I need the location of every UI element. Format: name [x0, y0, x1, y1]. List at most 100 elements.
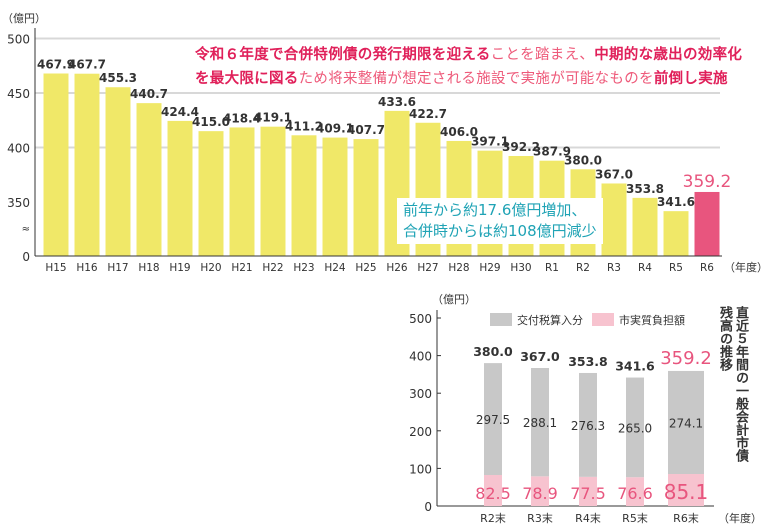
data-label: 380.0 — [564, 153, 602, 167]
x-tick-label: H25 — [355, 262, 376, 274]
x-tick-label: H19 — [169, 262, 190, 274]
segment-label: 78.9 — [522, 484, 558, 503]
x-tick-label: R5 — [669, 262, 683, 274]
bar-segment-burden — [531, 476, 549, 506]
x-tick-label: H24 — [324, 262, 346, 274]
side-title: 直近５年間の一般会計市債残高の推移 — [717, 306, 748, 462]
bar-H22 — [260, 126, 286, 256]
data-label: 424.4 — [161, 105, 199, 119]
bar-H25 — [353, 139, 379, 256]
bar-segment-tax — [626, 377, 644, 478]
bar-H17 — [105, 87, 131, 257]
data-label: 407.7 — [347, 123, 385, 137]
x-tick-label: R3末 — [527, 511, 553, 525]
headline-line2: を最大限に図るため将来整備が想定される施設で実施が可能なものを前倒し実施 — [195, 67, 728, 88]
bar-segment-tax — [531, 368, 549, 477]
x-tick-label: H20 — [200, 262, 221, 274]
axis-break-icon: ≈ — [22, 224, 30, 235]
data-label: 367.0 — [595, 167, 633, 181]
legend-label: 市実質負担額 — [619, 313, 685, 327]
bar-H16 — [74, 73, 100, 256]
x-tick-label: H27 — [417, 262, 438, 274]
y-tick-label: 350 — [7, 196, 30, 210]
legend-swatch — [592, 313, 614, 326]
bar-segment-burden — [626, 477, 644, 506]
x-tick-label: H17 — [107, 262, 128, 274]
total-label: 359.2 — [660, 348, 712, 369]
note-line2: 合併時からは約108億円減少 — [403, 222, 597, 240]
y-tick-label: 450 — [7, 87, 30, 101]
data-label: 406.0 — [440, 125, 478, 139]
data-label: 359.2 — [683, 172, 732, 192]
data-label: 418.4 — [223, 111, 261, 125]
x-tick-label: H30 — [510, 262, 531, 274]
y-tick-label: 0 — [22, 250, 30, 264]
bar-segment-burden — [579, 476, 597, 506]
headline-segment: 前倒し実施 — [653, 71, 728, 87]
bar-H19 — [167, 120, 193, 257]
data-label: 467.7 — [68, 58, 106, 72]
bar-segment-tax — [668, 370, 704, 475]
segment-label: 297.5 — [476, 413, 510, 427]
data-label: 397.1 — [471, 135, 509, 149]
headline-segment: を最大限に図る — [195, 71, 299, 87]
data-label: 467.9 — [37, 57, 75, 71]
bar-H23 — [291, 135, 317, 256]
x-tick-label: H22 — [262, 262, 283, 274]
y-axis-unit: （億円） — [432, 293, 476, 306]
y-tick-label: 500 — [409, 312, 432, 326]
bar-H15 — [43, 73, 69, 256]
bar-R4 — [632, 197, 658, 256]
y-tick-label: 500 — [7, 33, 30, 47]
x-tick-label: H18 — [138, 262, 159, 274]
y-tick-label: 200 — [409, 425, 432, 439]
data-label: 411.2 — [285, 119, 323, 133]
data-label: 415.0 — [192, 115, 230, 129]
x-tick-label: R2 — [576, 262, 590, 274]
x-tick-label: R3 — [607, 262, 621, 274]
headline-segment: ことを踏まえ、 — [490, 47, 595, 63]
x-axis-unit: （年度） — [718, 511, 762, 525]
x-tick-label: R4末 — [575, 511, 601, 525]
x-tick-label: H21 — [231, 262, 252, 274]
y-tick-label: 400 — [409, 350, 432, 364]
headline-segment: ため将来整備が想定される施設で実施が可能なものを — [298, 71, 654, 87]
data-label: 433.6 — [378, 95, 416, 109]
segment-label: 82.5 — [475, 484, 511, 503]
segment-label: 76.6 — [617, 484, 653, 503]
x-tick-label: H28 — [448, 262, 469, 274]
data-label: 422.7 — [409, 107, 447, 121]
y-tick-label: 400 — [7, 142, 30, 156]
x-tick-label: H15 — [45, 262, 66, 274]
bar-segment-tax — [484, 363, 502, 475]
bar-H20 — [198, 131, 224, 256]
y-tick-label: 0 — [424, 500, 432, 514]
x-tick-label: H26 — [386, 262, 408, 274]
x-tick-label: R6末 — [673, 511, 699, 525]
segment-label: 276.3 — [571, 419, 605, 433]
total-label: 353.8 — [568, 354, 608, 369]
bar-H21 — [229, 127, 255, 256]
x-tick-label: R1 — [545, 262, 559, 274]
headline-segment: 令和６年度で合併特例債の発行期限を迎える — [195, 47, 491, 63]
data-label: 353.8 — [626, 182, 664, 196]
legend-swatch — [490, 313, 512, 326]
data-label: 341.6 — [657, 195, 695, 209]
x-tick-label: H16 — [76, 262, 98, 274]
data-label: 419.1 — [254, 111, 292, 125]
bar-segment-burden — [668, 474, 704, 506]
bar-segment-tax — [579, 372, 597, 477]
bar-R5 — [663, 211, 689, 256]
y-tick-label: 300 — [409, 387, 432, 401]
y-axis-unit: （億円） — [2, 12, 46, 25]
bar-H18 — [136, 103, 162, 257]
segment-label: 288.1 — [523, 416, 557, 430]
note-line1: 前年から約17.6億円増加、 — [403, 201, 587, 219]
x-tick-label: H29 — [479, 262, 500, 274]
x-tick-label: H23 — [293, 262, 314, 274]
data-label: 387.9 — [533, 145, 571, 159]
total-label: 341.6 — [615, 359, 655, 374]
bar-R3 — [601, 183, 627, 256]
segment-label: 85.1 — [664, 480, 709, 504]
